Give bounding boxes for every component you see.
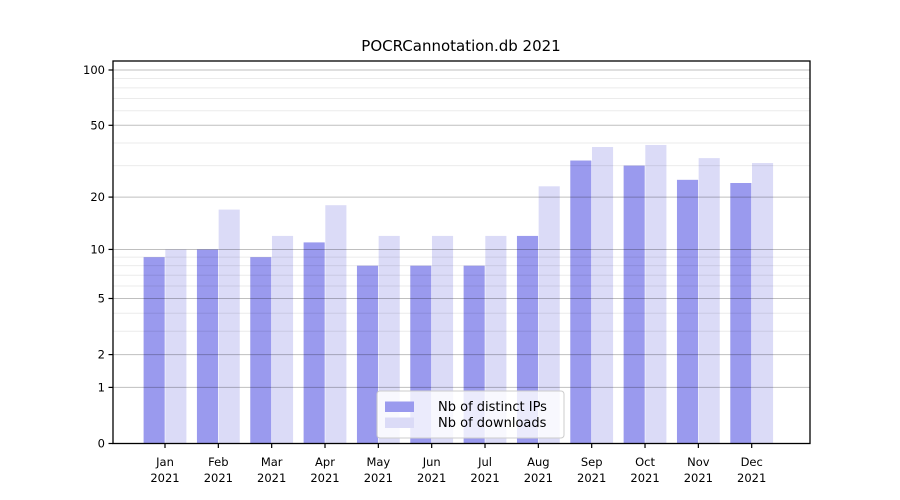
bar-distinct-ips-may xyxy=(356,265,379,444)
x-tick-label-year-oct: 2021 xyxy=(630,471,659,485)
chart-title: POCRCannotation.db 2021 xyxy=(361,37,560,55)
legend-label-distinct-ips: Nb of distinct IPs xyxy=(438,400,547,415)
x-tick-label-year-may: 2021 xyxy=(364,471,393,485)
bar-downloads-apr xyxy=(325,205,347,444)
x-tick-label-month-jun: Jun xyxy=(422,455,441,469)
bar-downloads-dec xyxy=(751,163,774,444)
bar-downloads-oct xyxy=(645,144,667,444)
tick-marks xyxy=(108,69,753,448)
x-tick-label-month-nov: Nov xyxy=(687,455,710,469)
legend: Nb of distinct IPs Nb of downloads xyxy=(376,390,565,439)
x-tick-label-year-jun: 2021 xyxy=(417,471,446,485)
x-tick-label-year-aug: 2021 xyxy=(524,471,553,485)
x-tick-label-year-mar: 2021 xyxy=(257,471,286,485)
x-tick-label-month-oct: Oct xyxy=(635,455,655,469)
y-axis-labels: 0 1 2 5 10 20 50 100 xyxy=(83,63,105,451)
x-tick-label-year-dec: 2021 xyxy=(737,471,766,485)
bar-downloads-nov xyxy=(698,158,720,444)
bar-downloads-sep xyxy=(591,147,614,444)
y-tick-label-2: 2 xyxy=(98,348,105,362)
bar-downloads-aug xyxy=(538,186,560,444)
x-tick-label-month-mar: Mar xyxy=(261,455,283,469)
bar-distinct-ips-feb xyxy=(196,249,219,444)
x-tick-label-month-jul: Jul xyxy=(477,455,492,469)
x-tick-label-year-nov: 2021 xyxy=(684,471,713,485)
x-tick-label-year-jan: 2021 xyxy=(150,471,179,485)
bar-distinct-ips-jan xyxy=(143,257,165,444)
x-tick-label-month-dec: Dec xyxy=(741,455,763,469)
y-tick-label-10: 10 xyxy=(90,242,105,256)
y-tick-label-5: 5 xyxy=(98,291,105,305)
x-axis-labels: Jan 2021 Feb 2021 Mar 2021 Apr 2021 May 2021 Jun 20… xyxy=(150,455,766,485)
legend-box xyxy=(376,390,565,439)
bar-downloads-feb xyxy=(218,209,240,444)
legend-swatch-downloads xyxy=(385,417,414,428)
bar-downloads-mar xyxy=(271,235,294,444)
y-tick-label-20: 20 xyxy=(90,190,105,204)
x-tick-label-month-sep: Sep xyxy=(581,455,603,469)
bar-distinct-ips-oct xyxy=(623,165,645,444)
x-tick-label-year-apr: 2021 xyxy=(310,471,339,485)
x-tick-label-year-sep: 2021 xyxy=(577,471,606,485)
x-tick-label-month-apr: Apr xyxy=(315,455,335,469)
plot-border xyxy=(112,60,811,445)
x-tick-label-month-may: May xyxy=(366,455,390,469)
bar-distinct-ips-dec xyxy=(730,182,752,444)
x-tick-label-month-aug: Aug xyxy=(527,455,549,469)
y-tick-label-100: 100 xyxy=(83,63,105,77)
minor-gridlines xyxy=(113,77,810,332)
y-tick-label-0: 0 xyxy=(98,437,105,451)
y-tick-label-1: 1 xyxy=(98,380,105,394)
x-tick-label-year-feb: 2021 xyxy=(204,471,233,485)
y-tick-label-50: 50 xyxy=(90,118,105,132)
bar-distinct-ips-mar xyxy=(250,257,272,444)
bar-downloads-jan xyxy=(165,249,187,444)
bar-distinct-ips-sep xyxy=(570,160,592,444)
legend-swatch-distinct-ips xyxy=(385,401,414,412)
bar-distinct-ips-nov xyxy=(676,179,699,444)
x-tick-label-month-feb: Feb xyxy=(208,455,228,469)
bar-distinct-ips-apr xyxy=(303,242,325,444)
x-tick-label-month-jan: Jan xyxy=(155,455,174,469)
major-gridlines xyxy=(113,69,810,388)
x-tick-label-year-jul: 2021 xyxy=(470,471,499,485)
legend-label-downloads: Nb of downloads xyxy=(438,416,547,431)
